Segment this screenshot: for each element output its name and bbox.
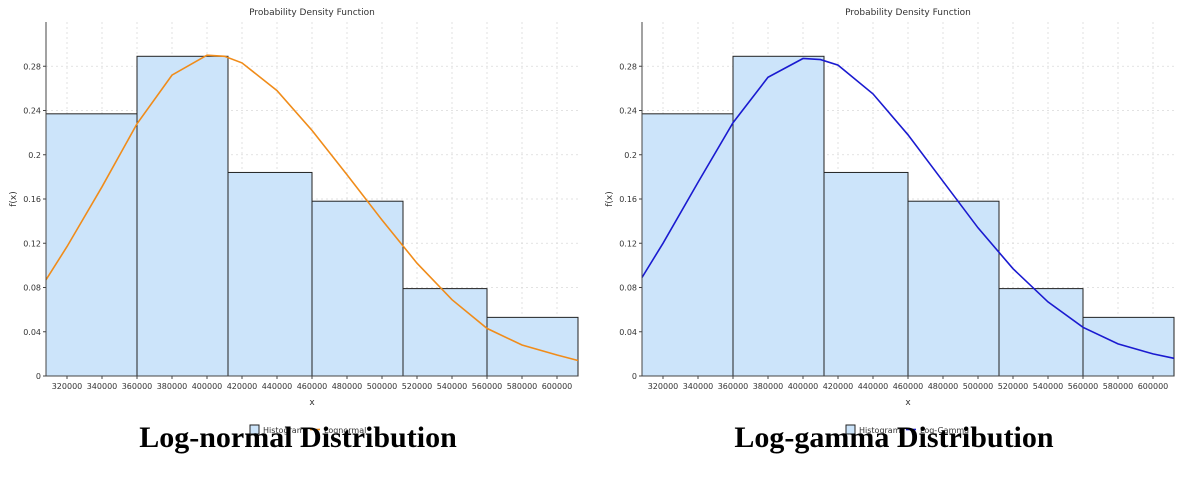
legend-histogram-swatch xyxy=(249,424,260,435)
histogram-bar xyxy=(486,316,579,377)
right-chart-panel: 0 0.04 0.08 0.12 0.16 0.2 0.24 0.28 320000 340000… xyxy=(596,0,1192,483)
chart-caption: Log-normal Distribution xyxy=(139,421,457,454)
legend-histogram-label: Histogram xyxy=(263,426,305,435)
y-tick-label: 0.2 xyxy=(28,151,41,160)
x-tick-label: 400000 xyxy=(192,382,223,391)
histogram-bar xyxy=(641,113,734,377)
y-tick-label: 0.16 xyxy=(619,195,637,204)
histogram-bar xyxy=(45,113,138,377)
x-tick-label: 320000 xyxy=(52,382,83,391)
x-tick-label: 560000 xyxy=(472,382,503,391)
y-axis-title: f(x) xyxy=(9,191,19,207)
y-tick-label: 0 xyxy=(632,372,637,381)
y-tick-label: 0.2 xyxy=(624,151,637,160)
x-tick-label: 380000 xyxy=(157,382,188,391)
x-tick-label: 480000 xyxy=(332,382,363,391)
histogram-bar xyxy=(311,200,404,377)
y-tick-label: 0.12 xyxy=(619,239,637,248)
y-tick-label: 0 xyxy=(36,372,41,381)
x-tick-label: 420000 xyxy=(227,382,258,391)
histogram-bar xyxy=(227,171,313,377)
x-tick-label: 500000 xyxy=(367,382,398,391)
x-tick-label: 320000 xyxy=(648,382,679,391)
fitted-curve-line xyxy=(641,57,1175,360)
legend-histogram-label: Histogram xyxy=(859,426,901,435)
left-chart-panel: 0 0.04 0.08 0.12 0.16 0.2 0.24 0.28 320000 340000… xyxy=(9,8,579,454)
x-tick-label: 600000 xyxy=(542,382,573,391)
x-tick-label: 480000 xyxy=(928,382,959,391)
chart-caption: Log-gamma Distribution xyxy=(734,421,1054,454)
x-tick-label: 500000 xyxy=(963,382,994,391)
y-tick-label: 0.24 xyxy=(619,107,637,116)
chart-title: Probability Density Function xyxy=(845,8,971,18)
y-tick-label: 0.12 xyxy=(23,239,41,248)
x-tick-label: 560000 xyxy=(1068,382,1099,391)
legend-histogram-swatch xyxy=(845,424,856,435)
x-tick-label: 540000 xyxy=(1033,382,1064,391)
y-tick-label: 0.28 xyxy=(619,62,637,71)
legend-curve-label: Log-Gamma xyxy=(920,426,969,435)
y-tick-label: 0.24 xyxy=(23,107,41,116)
x-tick-label: 520000 xyxy=(402,382,433,391)
x-tick-label: 440000 xyxy=(262,382,293,391)
y-axis-title: f(x) xyxy=(605,191,615,207)
x-tick-label: 540000 xyxy=(437,382,468,391)
x-tick-label: 440000 xyxy=(858,382,889,391)
y-tick-label: 0.28 xyxy=(23,62,41,71)
histogram-bar xyxy=(136,55,229,377)
y-tick-label: 0.08 xyxy=(23,284,41,293)
y-tick-label: 0.04 xyxy=(23,328,41,337)
x-tick-label: 420000 xyxy=(823,382,854,391)
fitted-curve-line xyxy=(45,54,579,362)
x-axis-title: x xyxy=(309,398,315,408)
histogram-bar xyxy=(907,200,1000,377)
histogram-bar xyxy=(998,288,1084,377)
x-tick-label: 360000 xyxy=(122,382,153,391)
x-tick-label: 340000 xyxy=(87,382,118,391)
y-tick-label: 0.08 xyxy=(619,284,637,293)
chart-title: Probability Density Function xyxy=(249,8,375,18)
x-tick-label: 360000 xyxy=(718,382,749,391)
loggamma-pdf-chart: 0 0.04 0.08 0.12 0.16 0.2 0.24 0.28 320000 340000… xyxy=(605,8,1175,435)
x-tick-label: 460000 xyxy=(893,382,924,391)
histogram-bar xyxy=(402,288,488,377)
x-tick-label: 580000 xyxy=(1103,382,1134,391)
x-tick-label: 600000 xyxy=(1138,382,1169,391)
y-tick-label: 0.16 xyxy=(23,195,41,204)
legend-curve-label: Lognormal xyxy=(324,426,366,435)
x-tick-label: 580000 xyxy=(507,382,538,391)
x-tick-label: 520000 xyxy=(998,382,1029,391)
y-tick-label: 0.04 xyxy=(619,328,637,337)
lognormal-pdf-chart: 0 0.04 0.08 0.12 0.16 0.2 0.24 0.28 320000 340000… xyxy=(9,8,579,435)
histogram-bar xyxy=(732,55,825,377)
x-tick-label: 460000 xyxy=(297,382,328,391)
x-tick-label: 340000 xyxy=(683,382,714,391)
x-tick-label: 400000 xyxy=(788,382,819,391)
x-axis-title: x xyxy=(905,398,911,408)
histogram-bar xyxy=(823,171,909,377)
x-tick-label: 380000 xyxy=(753,382,784,391)
